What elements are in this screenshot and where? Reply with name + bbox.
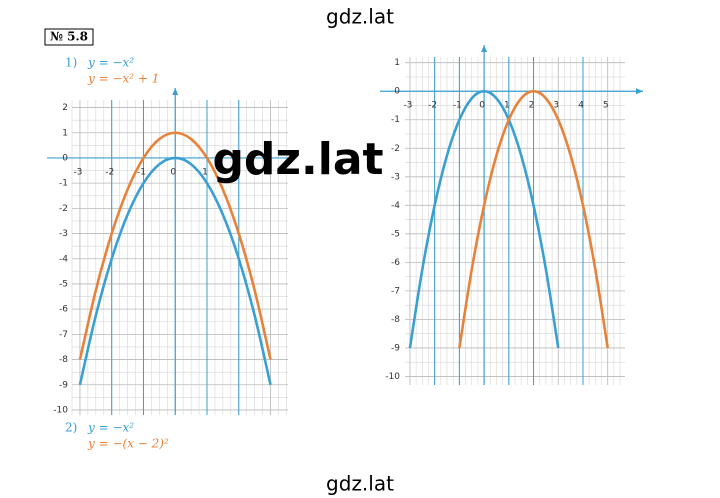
chart: -10-9-8-7-6-5-4-3-2-101-3 -2 -1 0 1 2 3 4 5 <box>380 45 643 385</box>
x-tick-label: -3 <box>403 101 412 111</box>
y-tick-label: -8 <box>59 355 68 365</box>
watermark: gdz.lat <box>212 134 383 185</box>
y-tick-label: 0 <box>394 87 400 97</box>
series-line <box>458 89 609 349</box>
y-tick-label: -4 <box>391 201 400 211</box>
y-tick-label: 1 <box>394 58 400 68</box>
x-tick-label: 3 <box>553 101 559 111</box>
x-tick-label: 2 <box>234 167 240 177</box>
y-tick-label: -2 <box>391 144 400 154</box>
x-tick-label: -2 <box>428 101 437 111</box>
y-tick-label: -1 <box>391 115 400 125</box>
series-line <box>408 89 560 349</box>
watermark: gdz.lat <box>326 472 394 496</box>
y-tick-label: -5 <box>391 229 400 239</box>
y-tick-label: -3 <box>391 172 400 182</box>
x-tick-label: 2 <box>529 101 535 111</box>
x-arrow <box>636 88 643 95</box>
legend-label: y = −x² <box>87 56 134 70</box>
y-tick-label: -6 <box>59 305 68 315</box>
x-arrow <box>289 154 296 161</box>
y-tick-label: -2 <box>59 204 68 214</box>
series-line <box>78 131 272 360</box>
y-tick-label: -3 <box>59 229 68 239</box>
y-tick-label: -5 <box>59 279 68 289</box>
y-arrow <box>481 45 488 52</box>
part-number: 2) <box>65 421 77 435</box>
watermark: gdz.lat <box>326 5 394 29</box>
problem-number: № 5.8 <box>50 30 88 44</box>
y-tick-label: -7 <box>59 330 68 340</box>
y-tick-label: -9 <box>59 380 68 390</box>
legend-label: y = −x² + 1 <box>87 72 159 86</box>
y-tick-label: -7 <box>391 286 400 296</box>
y-tick-label: -10 <box>53 405 68 415</box>
y-tick-label: -1 <box>59 179 68 189</box>
y-tick-label: -9 <box>391 343 400 353</box>
x-tick-label: 0 <box>479 101 485 111</box>
problem-box <box>44 28 94 46</box>
y-tick-label: 1 <box>62 128 68 138</box>
y-tick-label: 2 <box>62 103 68 113</box>
y-tick-label: -8 <box>391 315 400 325</box>
y-tick-label: -4 <box>59 254 68 264</box>
y-tick-label: -10 <box>385 372 400 382</box>
y-arrow <box>172 88 179 95</box>
x-tick-label: 0 <box>170 167 176 177</box>
series-line <box>78 156 272 386</box>
x-tick-label: -1 <box>453 101 462 111</box>
x-tick-label: 4 <box>578 101 584 111</box>
y-tick-label: 0 <box>62 153 68 163</box>
x-tick-label: -1 <box>137 167 146 177</box>
x-tick-label: 1 <box>202 167 208 177</box>
x-tick-label: -3 <box>73 167 82 177</box>
part-number: 1) <box>65 56 77 70</box>
x-tick-label: 1 <box>504 101 510 111</box>
x-tick-label: 5 <box>603 101 609 111</box>
legend-label: y = −x² <box>87 421 134 435</box>
legend-label: y = −(x − 2)² <box>87 437 169 451</box>
x-tick-label: 3 <box>266 167 272 177</box>
y-tick-label: -6 <box>391 258 400 268</box>
x-tick-label: -2 <box>105 167 114 177</box>
